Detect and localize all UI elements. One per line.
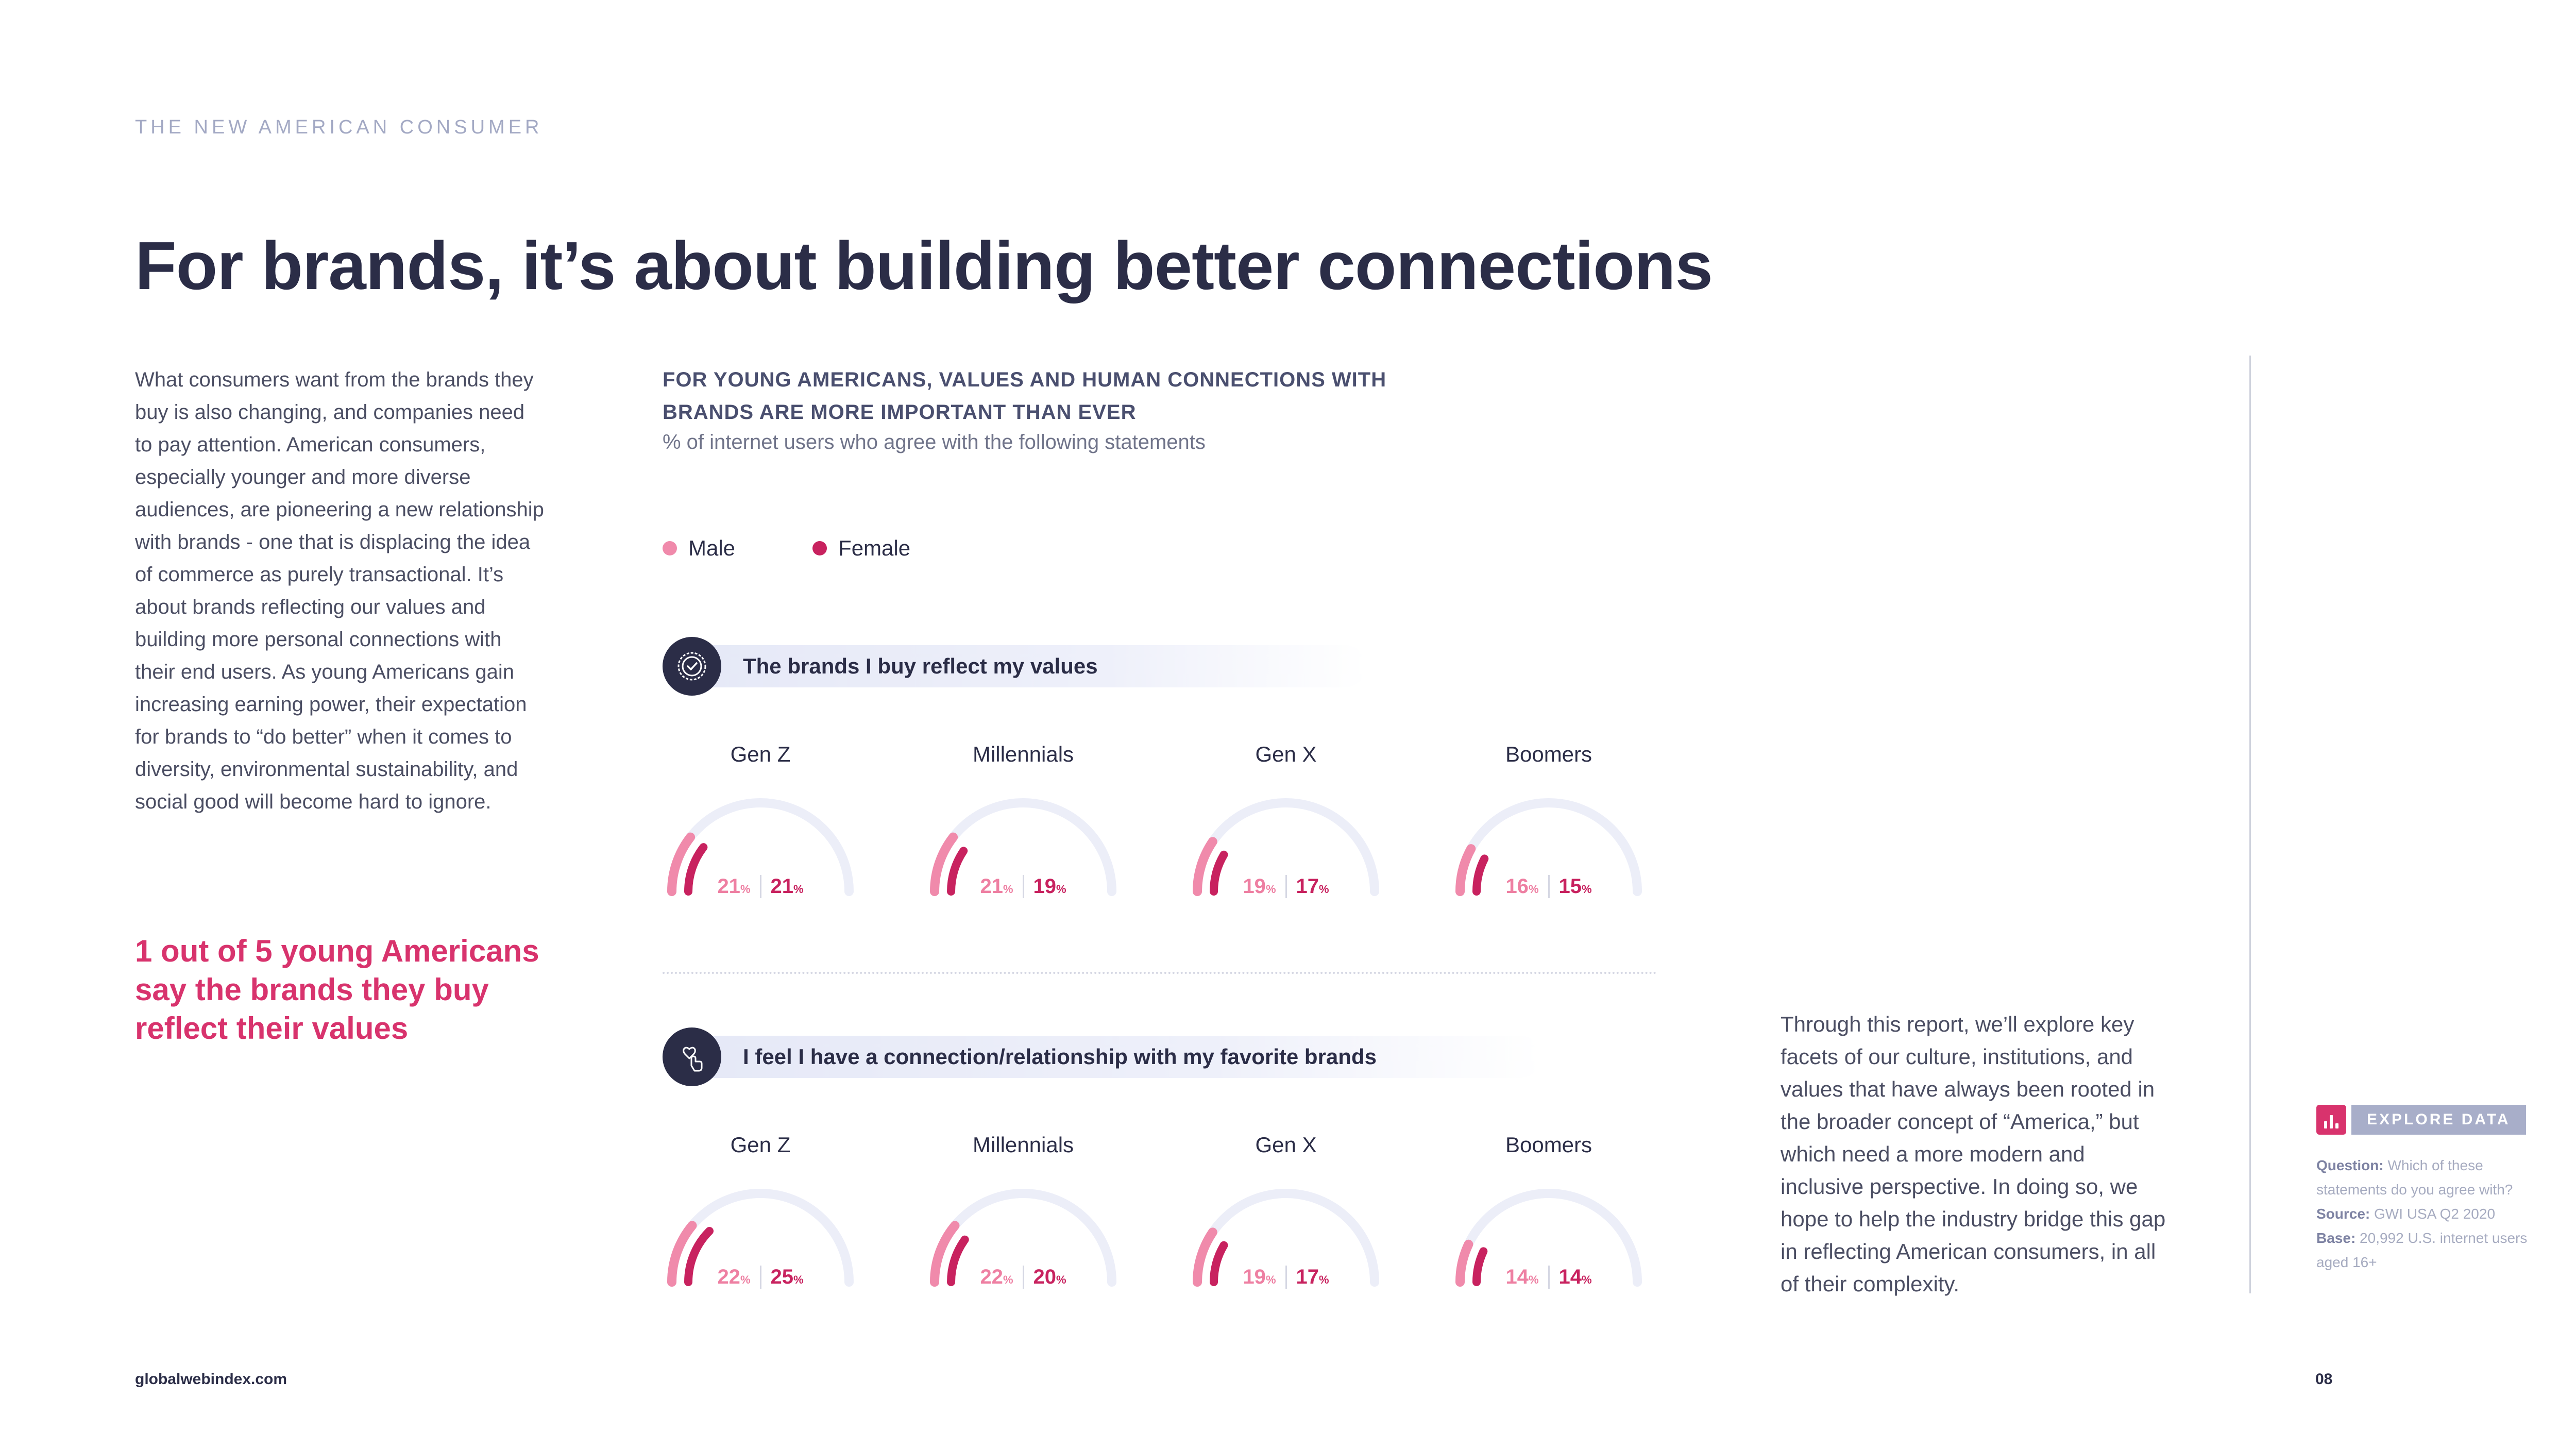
values-section-1: 21% 21% 21% 19% 19% 17% 16% 15% bbox=[663, 875, 1647, 898]
value-pair: 22% 25% bbox=[663, 1266, 858, 1289]
gauge-arc-male bbox=[1455, 1239, 1473, 1287]
statement-label-connection: I feel I have a connection/relationship … bbox=[711, 1036, 1541, 1078]
legend-dot-female bbox=[812, 541, 827, 555]
gauge-arc-male bbox=[1193, 1227, 1217, 1287]
value-pair: 16% 15% bbox=[1451, 875, 1647, 898]
statement-header-connection: I feel I have a connection/relationship … bbox=[663, 1027, 1541, 1086]
badge-check-icon bbox=[663, 637, 721, 696]
gauge bbox=[667, 798, 854, 896]
gen-label: Millennials bbox=[972, 1133, 1074, 1157]
gauge-arc-female bbox=[1210, 1241, 1228, 1286]
legend-label-male: Male bbox=[688, 536, 736, 560]
gauge bbox=[667, 1189, 854, 1287]
values-section-2: 22% 25% 22% 20% 19% 17% 14% 14% bbox=[663, 1266, 1647, 1289]
value-pair: 19% 17% bbox=[1188, 875, 1384, 898]
gen-label: Gen X bbox=[1255, 1133, 1317, 1157]
value-male: 14% bbox=[1505, 1266, 1539, 1288]
gen-label: Boomers bbox=[1505, 742, 1592, 766]
value-pair: 22% 20% bbox=[925, 1266, 1121, 1289]
value-female: 15% bbox=[1548, 875, 1592, 898]
gen-labels-section-2: Gen Z Millennials Gen X Boomers bbox=[663, 1133, 1657, 1157]
value-male: 21% bbox=[717, 875, 751, 898]
explore-data-button[interactable]: EXPLORE DATA bbox=[2316, 1105, 2526, 1135]
gauge-arc-female bbox=[684, 1227, 714, 1286]
gen-labels-section-1: Gen Z Millennials Gen X Boomers bbox=[663, 742, 1657, 767]
gauge-arc-female bbox=[947, 847, 968, 896]
value-female: 14% bbox=[1548, 1266, 1592, 1289]
highlight-stat: 1 out of 5 young Americans say the brand… bbox=[135, 934, 539, 1046]
gauge-arc-female bbox=[947, 1235, 969, 1286]
value-pair: 21% 21% bbox=[663, 875, 858, 898]
gauge-arc-male bbox=[930, 832, 958, 896]
vertical-divider bbox=[2249, 356, 2251, 1293]
legend-item-male: Male bbox=[663, 536, 735, 561]
gauge bbox=[930, 1189, 1116, 1287]
chart-legend: Male Female bbox=[663, 536, 910, 561]
page-number: 08 bbox=[2315, 1371, 2333, 1388]
value-male: 22% bbox=[980, 1266, 1013, 1288]
gauge-arc-female bbox=[1210, 850, 1228, 896]
source-note: Source: GWI USA Q2 2020 bbox=[2316, 1206, 2496, 1222]
gauges-section-1 bbox=[663, 794, 1647, 897]
gauge bbox=[1193, 1189, 1379, 1287]
report-intro-text: Through this report, we’ll explore key f… bbox=[1781, 1012, 2166, 1296]
value-female: 19% bbox=[1022, 875, 1066, 898]
value-female: 17% bbox=[1285, 875, 1329, 898]
gauge-arc-male bbox=[1455, 844, 1476, 896]
legend-label-female: Female bbox=[838, 536, 911, 560]
heart-hand-icon-graphic bbox=[683, 1047, 703, 1072]
statement-header-values: The brands I buy reflect my values bbox=[663, 637, 1366, 696]
value-female: 17% bbox=[1285, 1266, 1329, 1289]
heart-hand-icon bbox=[663, 1027, 721, 1086]
gauge-arc-female bbox=[684, 843, 708, 896]
gauge-arc-male bbox=[930, 1221, 960, 1287]
gauges-section-2 bbox=[663, 1184, 1647, 1287]
value-female: 20% bbox=[1022, 1266, 1066, 1289]
page-title: For brands, it’s about building better c… bbox=[135, 228, 1713, 304]
gen-label: Gen Z bbox=[730, 742, 791, 766]
legend-dot-male bbox=[663, 541, 677, 555]
chart-subtitle: % of internet users who agree with the f… bbox=[663, 431, 1206, 453]
question-note: Question: Which of these statements do y… bbox=[2316, 1157, 2513, 1198]
bar-chart-icon bbox=[2316, 1105, 2346, 1135]
value-male: 19% bbox=[1243, 875, 1276, 898]
intro-paragraph: What consumers want from the brands they… bbox=[135, 368, 544, 813]
base-note: Base: 20,992 U.S. internet users aged 16… bbox=[2316, 1230, 2528, 1270]
value-female: 21% bbox=[759, 875, 804, 898]
gen-label: Gen X bbox=[1255, 742, 1317, 766]
eyebrow-label: THE NEW AMERICAN CONSUMER bbox=[135, 116, 543, 138]
value-male: 19% bbox=[1243, 1266, 1276, 1288]
explore-data-label: EXPLORE DATA bbox=[2351, 1105, 2526, 1135]
gauge-arc-male bbox=[667, 1221, 697, 1287]
gen-label: Boomers bbox=[1505, 1133, 1592, 1157]
gen-label: Gen Z bbox=[730, 1133, 791, 1157]
value-pair: 19% 17% bbox=[1188, 1266, 1384, 1289]
value-pair: 21% 19% bbox=[925, 875, 1121, 898]
gen-label: Millennials bbox=[972, 742, 1074, 766]
value-female: 25% bbox=[759, 1266, 804, 1289]
gauge bbox=[1455, 1189, 1642, 1287]
gauge bbox=[930, 798, 1116, 896]
statement-label-values: The brands I buy reflect my values bbox=[711, 645, 1366, 687]
gauge-arc-male bbox=[667, 832, 696, 896]
source-notes: Question: Which of these statements do y… bbox=[2316, 1153, 2528, 1274]
value-male: 21% bbox=[980, 875, 1013, 898]
gauge-arc-male bbox=[1193, 837, 1217, 896]
value-pair: 14% 14% bbox=[1451, 1266, 1647, 1289]
legend-item-female: Female bbox=[812, 536, 910, 561]
gauge-arc-female bbox=[1472, 854, 1489, 896]
value-male: 16% bbox=[1505, 875, 1539, 898]
gauge bbox=[1455, 798, 1642, 896]
gauge bbox=[1193, 798, 1379, 896]
chart-title: FOR YOUNG AMERICANS, VALUES AND HUMAN CO… bbox=[663, 368, 1387, 424]
gauge-arc-female bbox=[1472, 1247, 1488, 1286]
footer-site-link[interactable]: globalwebindex.com bbox=[135, 1371, 287, 1388]
section-divider bbox=[663, 972, 1657, 974]
badge-check-icon-graphic bbox=[677, 652, 706, 681]
value-male: 22% bbox=[717, 1266, 751, 1288]
